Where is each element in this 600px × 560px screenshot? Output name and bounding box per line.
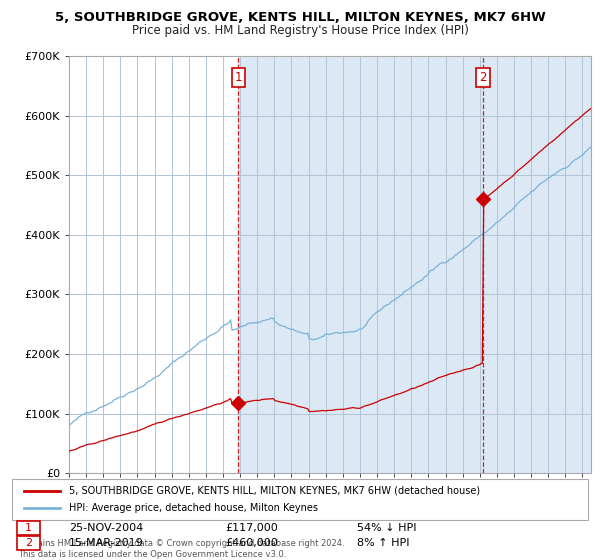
Bar [238,56,591,473]
Text: Contains HM Land Registry data © Crown copyright and database right 2024.
This d: Contains HM Land Registry data © Crown c… [18,539,344,559]
Text: 25-NOV-2004: 25-NOV-2004 [69,523,143,533]
Text: 8% ↑ HPI: 8% ↑ HPI [357,538,409,548]
Text: £117,000: £117,000 [225,523,278,533]
Text: Price paid vs. HM Land Registry's House Price Index (HPI): Price paid vs. HM Land Registry's House … [131,24,469,37]
Text: HPI: Average price, detached house, Milton Keynes: HPI: Average price, detached house, Milt… [69,503,318,514]
Text: 2: 2 [25,538,32,548]
Text: 1: 1 [235,71,242,83]
Text: 5, SOUTHBRIDGE GROVE, KENTS HILL, MILTON KEYNES, MK7 6HW (detached house): 5, SOUTHBRIDGE GROVE, KENTS HILL, MILTON… [69,486,480,496]
Text: 15-MAR-2019: 15-MAR-2019 [69,538,144,548]
Text: £460,000: £460,000 [225,538,278,548]
Text: 54% ↓ HPI: 54% ↓ HPI [357,523,416,533]
Text: 1: 1 [25,523,32,533]
Text: 2: 2 [479,71,487,83]
Text: 5, SOUTHBRIDGE GROVE, KENTS HILL, MILTON KEYNES, MK7 6HW: 5, SOUTHBRIDGE GROVE, KENTS HILL, MILTON… [55,11,545,24]
